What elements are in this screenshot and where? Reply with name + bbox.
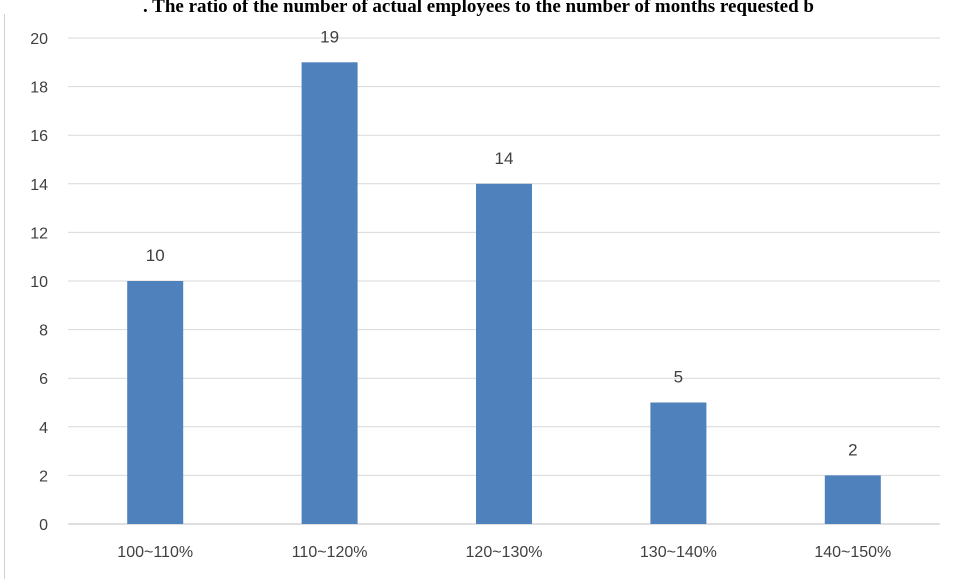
y-tick-label: 18 bbox=[30, 80, 48, 97]
chart-title: . The ratio of the number of actual empl… bbox=[143, 0, 814, 17]
data-label: 5 bbox=[674, 368, 683, 387]
y-tick-label: 4 bbox=[39, 420, 48, 437]
x-tick-label: 120~130% bbox=[466, 544, 543, 561]
bar bbox=[824, 475, 881, 524]
y-tick-label: 2 bbox=[39, 468, 48, 485]
y-axis-ticks: 0 2 4 6 8 10 12 14 16 18 20 bbox=[30, 31, 48, 534]
bar bbox=[650, 402, 707, 524]
y-tick-label: 12 bbox=[30, 225, 48, 242]
bars bbox=[127, 62, 881, 525]
x-axis-ticks: 100~110% 110~120% 120~130% 130~140% 140~150% bbox=[117, 544, 891, 561]
y-tick-label: 0 bbox=[39, 517, 48, 534]
y-tick-label: 8 bbox=[39, 323, 48, 340]
y-tick-label: 6 bbox=[39, 371, 48, 388]
bar bbox=[301, 62, 358, 525]
data-label: 14 bbox=[495, 149, 514, 168]
y-tick-label: 16 bbox=[30, 128, 48, 145]
x-tick-label: 130~140% bbox=[640, 544, 717, 561]
bar bbox=[127, 281, 184, 524]
x-tick-label: 110~120% bbox=[292, 544, 368, 561]
x-tick-label: 140~150% bbox=[814, 544, 891, 561]
data-label: 19 bbox=[320, 27, 339, 46]
bar bbox=[476, 183, 532, 525]
y-tick-label: 20 bbox=[30, 31, 48, 48]
data-labels: 10 19 14 5 2 bbox=[146, 27, 858, 459]
y-tick-label: 14 bbox=[30, 177, 48, 194]
data-label: 10 bbox=[146, 246, 165, 265]
x-tick-label: 100~110% bbox=[117, 544, 193, 561]
data-label: 2 bbox=[848, 440, 857, 459]
y-tick-label: 10 bbox=[30, 274, 48, 291]
chart-border bbox=[4, 14, 5, 579]
